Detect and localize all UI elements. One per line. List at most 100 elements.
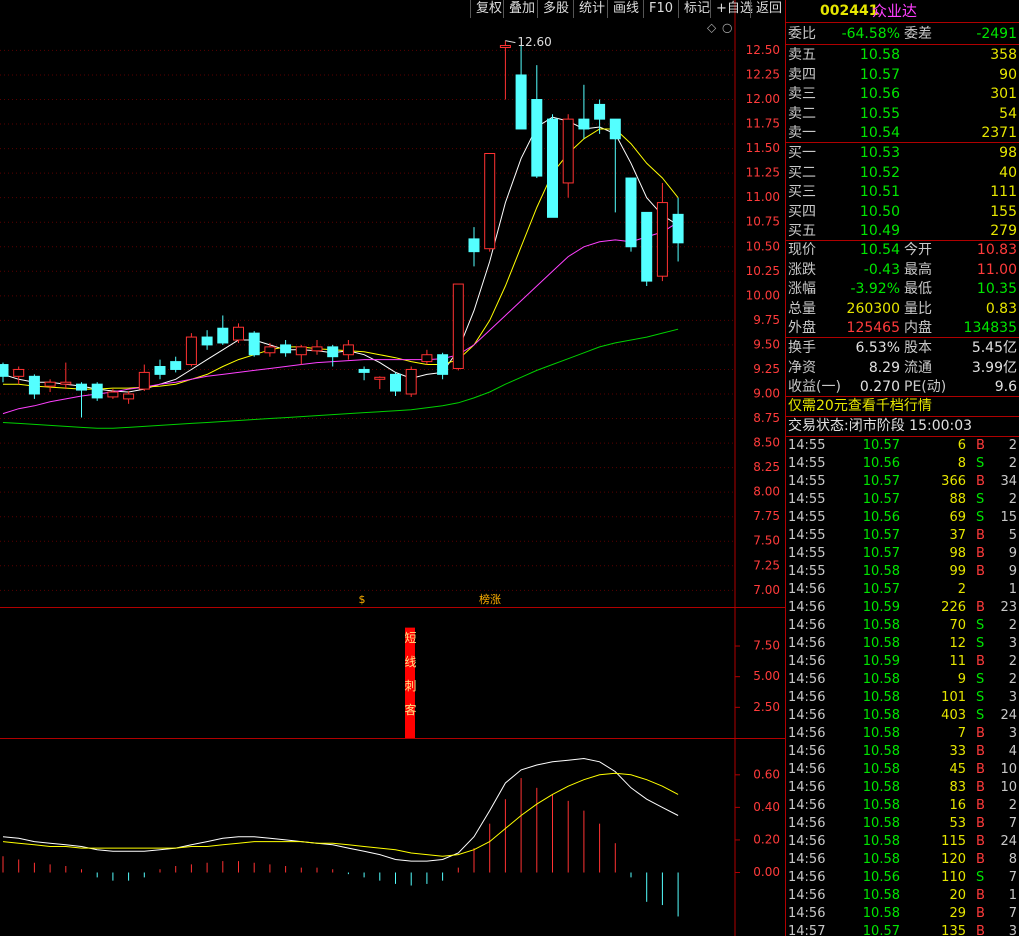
y-tick-label: 9.75 <box>753 313 780 327</box>
toolbar-button[interactable]: +自选 <box>710 0 758 18</box>
trade-volume: 366 <box>941 474 966 489</box>
candle-body <box>484 152 496 250</box>
trade-price: 10.58 <box>862 726 900 741</box>
candle-body <box>515 74 527 130</box>
trade-time: 14:57 <box>788 924 826 936</box>
event-marker: $ <box>359 593 366 606</box>
trade-status: 交易状态:闭市阶段 15:00:03 <box>788 418 973 434</box>
trade-price: 10.58 <box>862 834 900 849</box>
volume: 279 <box>990 223 1017 239</box>
trade-volume: 53 <box>949 816 966 831</box>
label: 卖二 <box>788 105 816 122</box>
candle-body <box>233 326 244 341</box>
label: 现价 <box>788 242 816 258</box>
y-tick-label: 8.00 <box>753 485 780 499</box>
trade-count: 9 <box>1008 546 1017 561</box>
label: 净资 <box>788 359 816 376</box>
trade-side: B <box>976 780 985 795</box>
trade-price: 10.58 <box>862 798 900 813</box>
trade-side: B <box>976 744 985 759</box>
candle-body <box>91 383 103 399</box>
trade-time: 14:55 <box>788 510 826 525</box>
separator <box>786 396 1019 397</box>
candle-body <box>374 376 386 380</box>
y-tick-label: 2.50 <box>753 700 780 714</box>
trade-side: B <box>976 834 985 849</box>
line <box>2 328 679 429</box>
toolbar-button[interactable]: 统计 <box>573 0 610 18</box>
trade-volume: 226 <box>941 600 966 615</box>
y-tick-label: 7.25 <box>753 558 780 572</box>
trade-count: 3 <box>1008 690 1017 705</box>
candle-body <box>405 368 417 395</box>
trade-side: S <box>976 690 985 705</box>
line <box>2 772 679 857</box>
y-tick-label: 11.00 <box>746 190 780 204</box>
trade-volume: 8 <box>957 456 966 471</box>
label: 外盘 <box>788 320 816 336</box>
label: 买五 <box>788 223 816 239</box>
trade-volume: 33 <box>949 744 966 759</box>
y-tick-label: 10.25 <box>746 264 780 278</box>
volume: 301 <box>990 86 1017 102</box>
trade-price: 10.58 <box>862 852 900 867</box>
label: 股本 <box>904 340 932 356</box>
signal-label: 短线刺客 <box>403 631 417 727</box>
candle-body <box>264 346 276 354</box>
line <box>3 128 679 390</box>
icon[interactable]: ○ <box>722 21 732 35</box>
y-tick-label: 12.50 <box>746 43 780 57</box>
toolbar-button[interactable]: 返回 <box>750 0 787 18</box>
trade-volume: 110 <box>941 870 966 885</box>
trade-time: 14:56 <box>788 834 826 849</box>
event-marker: 榜涨 <box>479 592 501 606</box>
trade-price: 10.56 <box>862 456 900 471</box>
icon[interactable]: ◇ <box>707 21 717 35</box>
toolbar-button[interactable]: 标记 <box>678 0 715 18</box>
volume: 358 <box>990 47 1017 63</box>
promo-link[interactable]: 仅需20元查看千档行情 <box>788 398 932 414</box>
y-tick-label: 0.60 <box>753 767 780 781</box>
trade-price: 10.56 <box>862 510 900 525</box>
toolbar-button[interactable]: F10 <box>643 0 678 18</box>
trade-time: 14:55 <box>788 528 826 543</box>
toolbar-button[interactable]: 复权 <box>470 0 507 18</box>
value: 9.6 <box>994 379 1017 395</box>
trade-side: B <box>976 438 985 453</box>
trade-price: 10.59 <box>862 600 900 615</box>
trade-time: 14:55 <box>788 546 826 561</box>
trade-count: 9 <box>1008 564 1017 579</box>
trade-time: 14:56 <box>788 906 826 921</box>
toolbar-button[interactable]: 画线 <box>607 0 644 18</box>
trade-side: B <box>976 474 985 489</box>
price: 10.58 <box>859 47 900 63</box>
y-tick-label: 12.00 <box>746 92 780 106</box>
y-tick-label: 11.25 <box>746 166 780 180</box>
trade-side: B <box>976 564 985 579</box>
toolbar-button[interactable]: 叠加 <box>503 0 540 18</box>
toolbar-button[interactable]: 多股 <box>537 0 574 18</box>
trade-count: 10 <box>1000 780 1017 795</box>
trade-side: B <box>976 528 985 543</box>
trade-count: 1 <box>1008 582 1017 597</box>
candle-body <box>358 368 370 373</box>
trade-price: 10.56 <box>862 870 900 885</box>
signal-bar <box>405 627 415 738</box>
trade-time: 14:55 <box>788 474 826 489</box>
trade-time: 14:56 <box>788 582 826 597</box>
trade-time: 14:56 <box>788 852 826 867</box>
trade-count: 15 <box>1000 510 1017 525</box>
value: 3.99亿 <box>971 359 1017 376</box>
separator <box>786 240 1019 241</box>
label: 最高 <box>904 261 932 278</box>
label: 最低 <box>904 281 932 297</box>
trade-count: 3 <box>1008 924 1017 936</box>
separator <box>786 142 1019 143</box>
trade-count: 23 <box>1000 600 1017 615</box>
trade-count: 24 <box>1000 834 1017 849</box>
y-tick-label: 8.50 <box>753 436 780 450</box>
price: 10.57 <box>859 66 900 83</box>
price: 10.51 <box>859 184 900 200</box>
price: 10.56 <box>859 86 900 102</box>
